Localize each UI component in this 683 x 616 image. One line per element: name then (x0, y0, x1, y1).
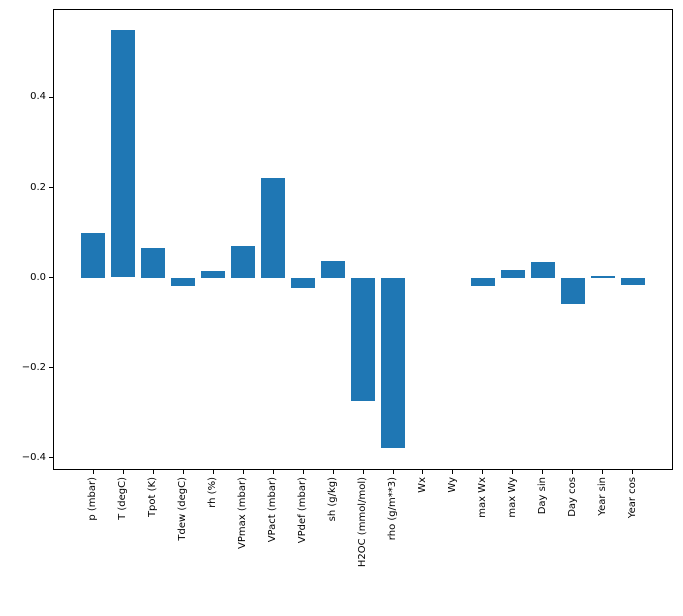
x-tick-label: Year cos (626, 477, 638, 519)
y-tick-label: −0.2 (21, 361, 46, 373)
x-tick (512, 470, 514, 474)
x-tick (632, 470, 634, 474)
y-tick-label: −0.4 (21, 451, 46, 463)
x-tick-label: Tpot (K) (147, 477, 159, 518)
y-tick (49, 96, 53, 98)
x-tick (122, 470, 124, 474)
x-tick (302, 470, 304, 474)
bar (201, 271, 226, 278)
x-tick-label: rh (%) (207, 477, 219, 508)
x-tick (182, 470, 184, 474)
x-tick-label: sh (g/kg) (327, 477, 338, 522)
bar (530, 261, 555, 278)
y-tick-label: 0.0 (30, 271, 46, 283)
x-tick (272, 470, 274, 474)
x-tick-label: Day sin (536, 477, 548, 515)
x-tick-label: T (degC) (117, 477, 129, 520)
bar (351, 277, 375, 402)
x-tick (482, 470, 484, 474)
bar (500, 270, 525, 278)
bar (81, 232, 106, 278)
bar (560, 277, 585, 304)
y-tick-label: 0.4 (30, 91, 46, 103)
x-tick (212, 470, 214, 474)
x-tick-label: VPact (mbar) (267, 477, 279, 543)
bar (261, 177, 286, 278)
x-tick (152, 470, 154, 474)
bar (321, 260, 345, 278)
bar (620, 277, 645, 285)
bar (381, 277, 405, 449)
x-tick-label: max Wy (506, 477, 518, 518)
x-tick-label: p (mbar) (87, 477, 99, 521)
x-tick (242, 470, 244, 474)
x-tick-label: Wy (446, 477, 458, 493)
bar (141, 248, 166, 278)
y-tick (49, 277, 53, 279)
x-tick-label: max Wx (476, 477, 488, 518)
x-tick (362, 470, 364, 474)
x-tick-label: Tdew (degC) (177, 477, 189, 541)
x-tick-label: H2OC (mmol/mol) (357, 477, 368, 568)
y-tick-label: 0.2 (30, 181, 46, 193)
x-tick (542, 470, 544, 474)
x-tick (92, 470, 94, 474)
bar (291, 277, 316, 288)
x-tick-label: Wx (416, 477, 428, 493)
x-tick (602, 470, 604, 474)
y-tick (49, 187, 53, 188)
bar (231, 245, 256, 278)
y-tick (49, 457, 53, 459)
x-tick-label: Year sin (596, 477, 608, 516)
x-tick-label: Day cos (566, 477, 578, 517)
x-tick (422, 470, 424, 474)
x-tick-label: VPdef (mbar) (297, 477, 309, 544)
bar (111, 29, 136, 278)
x-tick-label: VPmax (mbar) (237, 477, 249, 549)
bar (171, 277, 196, 286)
x-tick (392, 470, 394, 474)
x-tick (452, 470, 454, 474)
x-tick (572, 470, 574, 474)
x-tick-label: rho (g/m**3) (387, 477, 398, 541)
x-tick (332, 470, 334, 474)
bar (470, 277, 495, 287)
bar (590, 275, 615, 278)
y-tick (49, 367, 53, 369)
